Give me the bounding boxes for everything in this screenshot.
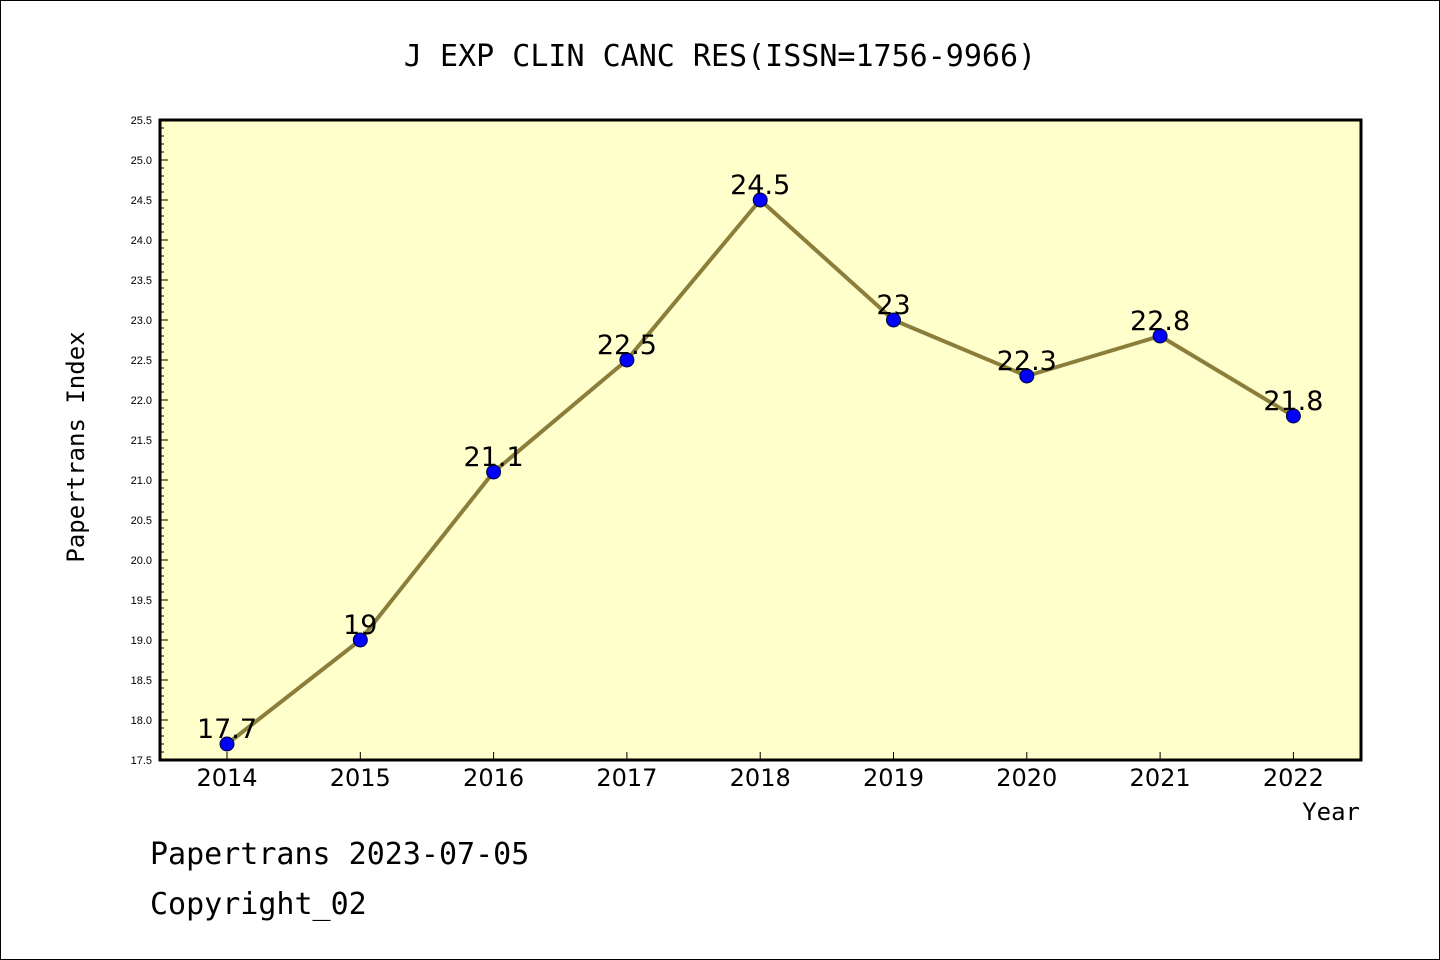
y-tick-label: 24.5	[131, 195, 152, 207]
data-point	[752, 192, 768, 208]
x-tick-label: 2019	[863, 764, 924, 792]
chart-title: J EXP CLIN CANC RES(ISSN=1756-9966)	[404, 39, 1036, 74]
x-tick-label: 2015	[330, 764, 391, 792]
y-tick-label: 22.5	[131, 355, 152, 367]
x-axis-title: Year	[1302, 798, 1360, 826]
data-label: 22.8	[1130, 306, 1190, 337]
y-tick-label: 20.0	[131, 555, 152, 567]
y-tick-label: 25.0	[131, 155, 152, 167]
y-tick-label: 23.0	[131, 315, 152, 327]
data-label: 22.3	[997, 346, 1057, 377]
data-label: 24.5	[730, 170, 790, 201]
y-tick-label: 18.5	[131, 675, 152, 687]
footer-date: Papertrans 2023-07-05	[150, 837, 529, 872]
data-label: 19	[343, 610, 377, 641]
data-point	[1019, 368, 1035, 384]
y-tick-label: 18.0	[131, 715, 152, 727]
footer-copyright: Copyright_02	[150, 887, 367, 922]
y-tick-label: 17.5	[131, 755, 152, 767]
x-tick-label: 2017	[596, 764, 657, 792]
data-point	[352, 632, 368, 648]
data-point	[886, 312, 901, 328]
data-label: 21.1	[464, 442, 524, 473]
y-tick-label: 19.0	[131, 635, 152, 647]
y-axis-title: Papertrans Index	[62, 331, 90, 562]
x-tick-label: 2018	[730, 764, 791, 792]
data-point	[1152, 328, 1168, 344]
y-tick-label: 23.5	[131, 275, 152, 287]
x-axis: 2014 2015 2016 2017 2018 2019 2020 2021 2022	[196, 752, 1324, 792]
x-tick-label: 2016	[463, 764, 524, 792]
x-tick-label: 2022	[1263, 764, 1324, 792]
y-tick-label: 20.5	[131, 515, 152, 527]
data-point	[619, 352, 635, 368]
data-point	[486, 464, 502, 480]
y-tick-label: 19.5	[131, 595, 152, 607]
data-label: 17.7	[197, 714, 257, 745]
x-tick-label: 2020	[996, 764, 1057, 792]
x-tick-label: 2014	[196, 764, 257, 792]
data-point	[1285, 408, 1301, 424]
plot-area	[158, 118, 1363, 762]
data-labels: 17.7 19 21.1 22.5 24.5 23 22.3 22.8 21.8	[197, 170, 1324, 745]
data-label: 22.5	[597, 330, 657, 361]
y-tick-label: 22.0	[131, 395, 152, 407]
data-label: 23	[876, 290, 910, 321]
y-axis: 17.5 18.0 18.5 19.0 19.5 20.0 20.5 21.0 21.5 22.0…	[131, 115, 168, 767]
y-tick-label: 24.0	[131, 235, 152, 247]
y-tick-label: 21.0	[131, 475, 152, 487]
y-tick-label: 25.5	[131, 115, 152, 127]
data-points	[219, 192, 1301, 752]
x-tick-label: 2021	[1130, 764, 1191, 792]
data-point	[219, 736, 235, 752]
data-label: 21.8	[1263, 386, 1323, 417]
y-tick-label: 21.5	[131, 435, 152, 447]
